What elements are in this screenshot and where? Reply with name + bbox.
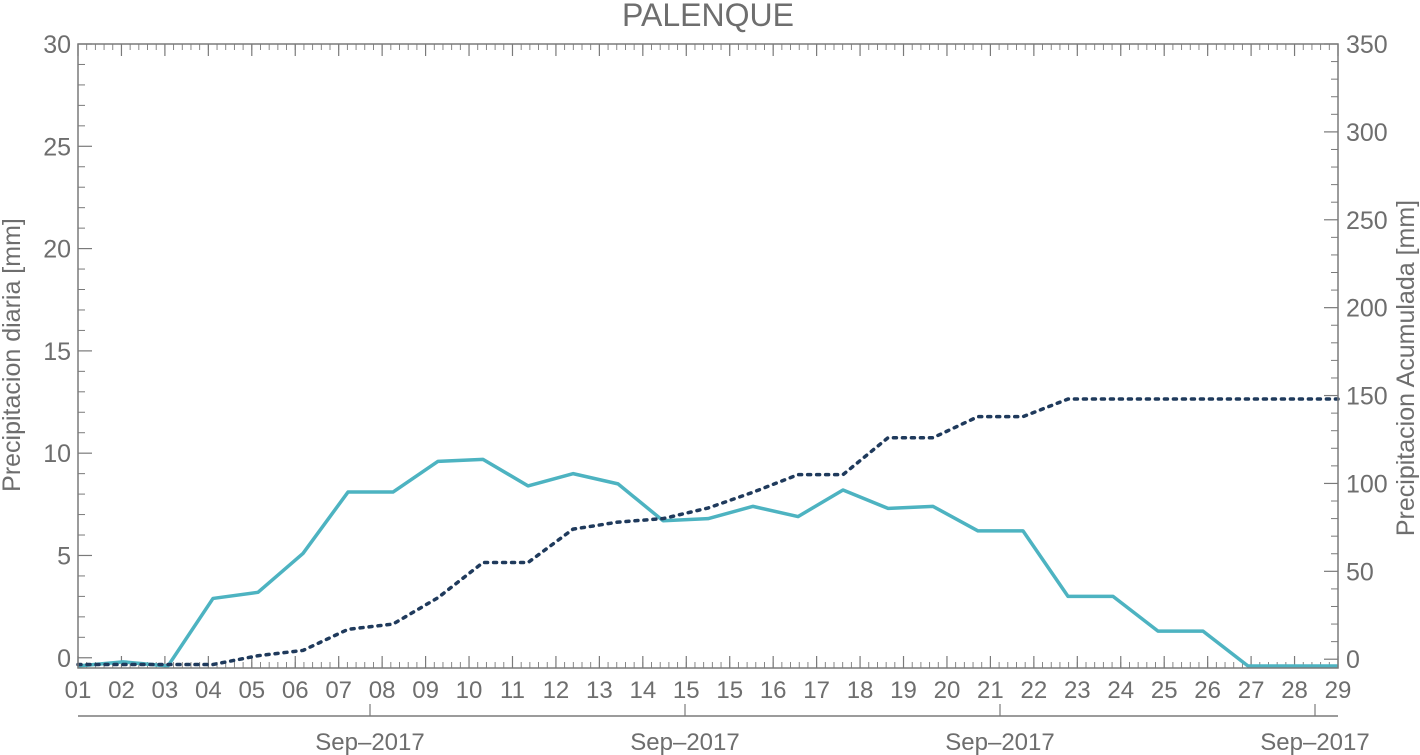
daily-precipitation-line xyxy=(77,457,1338,668)
right-tick-label: 50 xyxy=(1346,558,1374,586)
left-tick-labels: 0 5 10 15 20 25 30 xyxy=(43,31,71,673)
x-tick-label: 22 xyxy=(1021,677,1048,704)
x-tick-label: 10 xyxy=(456,677,483,704)
chart-title: PALENQUE xyxy=(622,0,794,33)
x-tick-label: 06 xyxy=(282,677,309,704)
left-tick-label: 5 xyxy=(57,542,71,570)
x-tick-label: 11 xyxy=(500,677,525,704)
x-tick-label: 04 xyxy=(195,677,222,704)
x-tick-label: 27 xyxy=(1238,677,1265,704)
month-label: Sep–2017 xyxy=(315,729,424,755)
left-tick-label: 20 xyxy=(43,236,71,264)
x-tick-label: 08 xyxy=(369,677,396,704)
x-tick-label: 15 xyxy=(673,677,700,704)
right-tick-label: 0 xyxy=(1346,646,1360,674)
x-tick-label: 21 xyxy=(977,677,1004,704)
left-axis-label: Precipitacion diaria [mm] xyxy=(0,218,26,492)
plot-lines xyxy=(76,397,1340,668)
left-tick-label: 25 xyxy=(43,133,71,161)
x-tick-label: 24 xyxy=(1107,677,1134,704)
month-label: Sep–2017 xyxy=(945,729,1054,755)
left-tick-label: 15 xyxy=(43,338,71,366)
right-tick-label: 100 xyxy=(1346,470,1388,498)
right-tick-label: 300 xyxy=(1346,119,1388,147)
x-tick-label: 05 xyxy=(238,677,265,704)
x-tick-label: 29 xyxy=(1325,677,1352,704)
x-tick-labels: 01 02 03 04 05 06 07 08 09 10 11 12 13 14 15 15 16 17 18 19… xyxy=(65,677,1352,704)
right-tick-labels: 0 50 100 150 200 250 300 350 xyxy=(1346,31,1388,674)
x-tick-label: 13 xyxy=(586,677,613,704)
right-tick-label: 200 xyxy=(1346,295,1388,323)
x-tick-label: 19 xyxy=(890,677,917,704)
right-axis-label: Precipitacion Acumulada [mm] xyxy=(1392,200,1420,536)
month-axis: Sep–2017 Sep–2017 Sep–2017 Sep–2017 xyxy=(78,704,1370,755)
right-tick-label: 350 xyxy=(1346,31,1388,59)
x-tick-label: 01 xyxy=(65,677,92,704)
x-tick-label: 23 xyxy=(1064,677,1091,704)
x-tick-label: 17 xyxy=(803,677,830,704)
plot-frame xyxy=(77,43,1339,669)
left-tick-label: 10 xyxy=(43,440,71,468)
left-tick-label: 0 xyxy=(57,645,71,673)
axis-ticks xyxy=(77,43,1339,668)
x-tick-label: 12 xyxy=(543,677,570,704)
x-tick-label: 07 xyxy=(325,677,352,704)
x-tick-label: 18 xyxy=(847,677,874,704)
x-tick-label: 09 xyxy=(412,677,439,704)
right-tick-label: 150 xyxy=(1346,383,1388,411)
left-tick-label: 30 xyxy=(43,31,71,59)
x-tick-label: 16 xyxy=(760,677,787,704)
x-tick-label: 26 xyxy=(1194,677,1221,704)
x-tick-label: 02 xyxy=(108,677,135,704)
x-tick-label: 03 xyxy=(152,677,179,704)
x-tick-label: 28 xyxy=(1281,677,1308,704)
x-tick-label: 14 xyxy=(629,677,656,704)
x-tick-label: 25 xyxy=(1151,677,1178,704)
month-label: Sep–2017 xyxy=(630,729,739,755)
x-tick-label: 20 xyxy=(934,677,961,704)
x-tick-label: 15 xyxy=(716,677,743,704)
cumulative-precipitation-line xyxy=(76,397,1340,667)
right-tick-label: 250 xyxy=(1346,207,1388,235)
month-label: Sep–2017 xyxy=(1260,729,1369,755)
